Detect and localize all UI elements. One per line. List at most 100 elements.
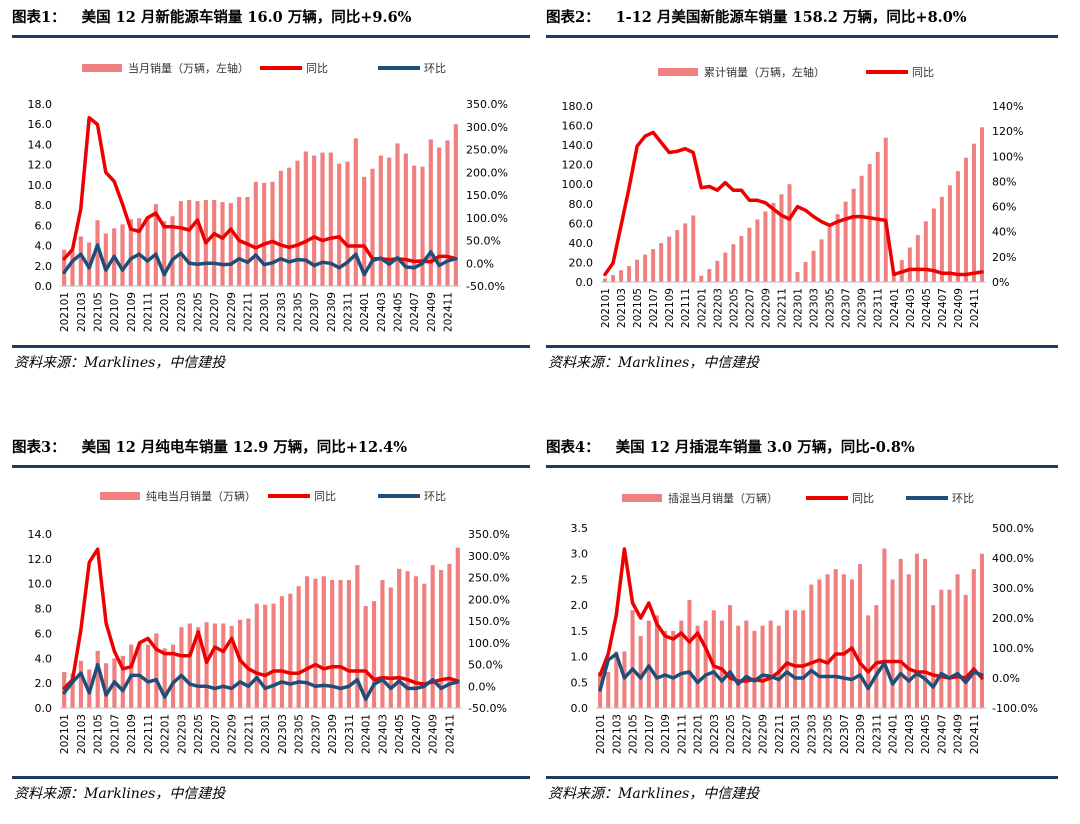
bar (906, 574, 911, 708)
x-tick-label: 202101 (600, 288, 612, 328)
x-tick-label: 202103 (611, 714, 623, 754)
bar (654, 615, 659, 708)
x-tick-label: 202303 (277, 714, 289, 754)
bar (345, 161, 350, 286)
x-tick-label: 202401 (889, 288, 901, 328)
bar (95, 650, 100, 708)
chart-panel-3: 图表3： 美国 12 月纯电车销量 12.9 万辆，同比+12.4% 纯电当月销量… (12, 436, 530, 816)
bar (70, 673, 75, 708)
x-tick-label: 202105 (632, 288, 644, 328)
bar (703, 620, 708, 708)
y-left-tick-label: 4.0 (35, 240, 53, 253)
bar (304, 576, 310, 708)
bar (728, 605, 733, 708)
y-right-tick-label: 300.0% (468, 550, 510, 563)
bar (923, 558, 928, 708)
bar (711, 610, 716, 708)
bar (768, 620, 773, 708)
bar (395, 143, 400, 286)
chart-plot: 插混当月销量（万辆） 同比 环比 0.0 0.5 1.0 1.5 2.0 2.5 3.0 3.5 -1… (571, 491, 1038, 754)
bar (428, 139, 433, 286)
figure-title: 1-12 月美国新能源车销量 158.2 万辆，同比+8.0% (615, 9, 967, 26)
bar (120, 655, 125, 708)
bar (287, 167, 292, 286)
y-left-tick-label: 80.0 (569, 198, 594, 211)
x-tick-label: 202101 (595, 714, 607, 754)
bar (891, 271, 896, 282)
bar (638, 636, 643, 708)
x-tick-label: 202107 (109, 714, 121, 754)
x-tick-label: 202207 (210, 714, 222, 754)
y-left-tick-label: 6.0 (35, 219, 53, 232)
y-right-tick-label: -50.0% (468, 702, 507, 715)
x-tick-label: 202211 (243, 292, 255, 332)
legend-label: 同比 (306, 62, 328, 75)
y-left-tick-label: 120.0 (562, 159, 594, 172)
y-right-tick-label: 200.0% (468, 593, 510, 606)
y-left-tick-label: 1.5 (571, 625, 589, 638)
y-left-tick-label: 3.0 (571, 548, 589, 561)
y-left-tick-label: 0.5 (571, 676, 589, 689)
bar (296, 586, 301, 708)
bar (78, 660, 84, 708)
x-tick-label: 202407 (937, 288, 949, 328)
legend-label: 环比 (424, 62, 446, 75)
x-tick-label: 202309 (855, 714, 867, 754)
x-tick-label: 202409 (428, 714, 440, 754)
y-left-tick-label: 180.0 (562, 100, 594, 113)
bar (338, 579, 343, 708)
x-tick-label: 202107 (109, 292, 121, 332)
bar (422, 583, 427, 708)
bar (859, 175, 864, 282)
x-tick-label: 202101 (59, 714, 71, 754)
y-left-tick-label: 20.0 (569, 256, 594, 269)
bar (145, 217, 150, 286)
bar (370, 168, 375, 286)
chart-title: 图表1： 美国 12 月新能源车销量 16.0 万辆，同比+9.6% (12, 6, 530, 30)
bar (128, 219, 133, 286)
y-right-tick-label: 300.0% (992, 582, 1034, 595)
x-tick-label: 202305 (293, 292, 305, 332)
bar (979, 127, 984, 282)
x-tick-label: 202409 (953, 714, 965, 754)
y-right-tick-label: 100.0% (468, 637, 510, 650)
x-tick-label: 202405 (921, 288, 933, 328)
x-tick-label: 202109 (664, 288, 676, 328)
legend-label: 纯电当月销量（万辆） (146, 489, 256, 503)
legend-label: 当月销量（万辆，左轴） (128, 61, 249, 75)
figure-title: 美国 12 月新能源车销量 16.0 万辆，同比+9.6% (81, 9, 412, 26)
bar (776, 625, 781, 708)
y-left-tick-label: 14.0 (28, 528, 53, 541)
y-right-tick-label: 350.0% (466, 98, 508, 111)
title-rule (12, 35, 530, 38)
x-tick-label: 202409 (426, 292, 438, 332)
bar (253, 181, 258, 286)
bar (723, 252, 728, 282)
x-tick-label: 202401 (361, 714, 373, 754)
source-rule (546, 345, 1058, 348)
bar (875, 151, 880, 282)
y-right-tick-label: 40% (992, 226, 1016, 239)
x-tick-label: 202203 (712, 288, 724, 328)
x-tick-label: 202303 (806, 714, 818, 754)
bar (752, 630, 757, 708)
y-left-tick-label: 8.0 (35, 199, 53, 212)
bar (447, 563, 452, 708)
bar (898, 558, 903, 708)
bar (204, 622, 209, 708)
y-left-tick-label: 0.0 (576, 276, 594, 289)
x-tick-label: 202209 (758, 714, 770, 754)
bar (420, 166, 425, 286)
x-tick-label: 202205 (728, 288, 740, 328)
y-left-tick-label: 140.0 (562, 139, 594, 152)
bar (212, 200, 217, 286)
bar (890, 579, 895, 708)
x-tick-label: 202209 (760, 288, 772, 328)
x-tick-label: 202207 (741, 714, 753, 754)
bar (70, 250, 75, 286)
y-right-tick-label: 250.0% (468, 572, 510, 585)
bar (221, 623, 226, 708)
bar (145, 644, 151, 708)
bar (931, 605, 936, 708)
bar (78, 236, 83, 286)
